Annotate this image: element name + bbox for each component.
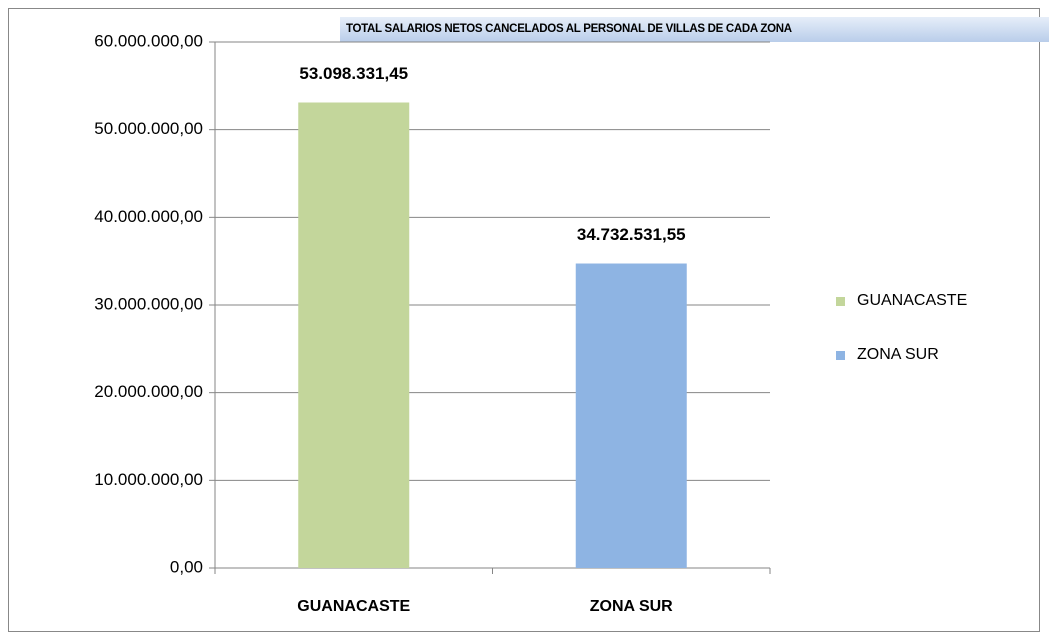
legend-label: GUANACASTE bbox=[857, 292, 967, 309]
y-tick-label: 10.000.000,00 bbox=[94, 470, 203, 489]
value-label: 53.098.331,45 bbox=[299, 64, 408, 83]
legend-swatch bbox=[836, 351, 845, 360]
legend-label: ZONA SUR bbox=[857, 346, 939, 363]
legend-swatch bbox=[836, 297, 845, 306]
title-box bbox=[340, 17, 1049, 42]
y-tick-label: 0,00 bbox=[170, 557, 203, 576]
value-label: 34.732.531,55 bbox=[577, 225, 686, 244]
y-tick-label: 30.000.000,00 bbox=[94, 294, 203, 313]
chart-border bbox=[8, 8, 1040, 632]
y-tick-label: 60.000.000,00 bbox=[94, 31, 203, 50]
chart-title: TOTAL SALARIOS NETOS CANCELADOS AL PERSO… bbox=[346, 23, 792, 35]
y-tick-label: 20.000.000,00 bbox=[94, 382, 203, 401]
bar bbox=[575, 263, 687, 568]
x-tick-label: GUANACASTE bbox=[297, 598, 410, 615]
x-tick-label: ZONA SUR bbox=[590, 598, 673, 615]
bar bbox=[298, 102, 410, 568]
y-tick-label: 50.000.000,00 bbox=[94, 119, 203, 138]
y-tick-label: 40.000.000,00 bbox=[94, 207, 203, 226]
